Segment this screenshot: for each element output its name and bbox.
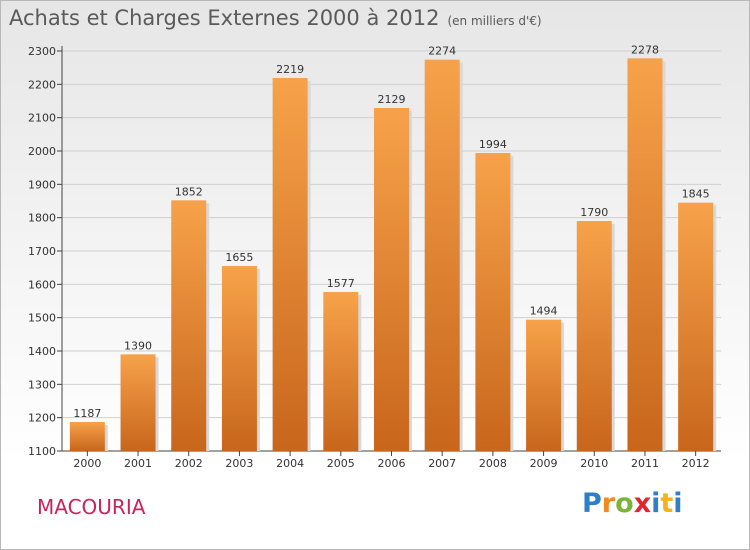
y-tick-label: 1100 — [28, 445, 56, 458]
data-label: 2219 — [276, 63, 304, 76]
x-tick-label: 2002 — [175, 457, 203, 470]
y-tick-label: 1700 — [28, 245, 56, 258]
data-label: 2274 — [428, 45, 456, 58]
bar — [627, 58, 663, 451]
bar — [120, 354, 156, 451]
y-tick-label: 2000 — [28, 145, 56, 158]
x-tick-label: 2005 — [327, 457, 355, 470]
data-label: 1390 — [124, 339, 152, 352]
y-tick-label: 1500 — [28, 312, 56, 325]
logo-letter: P — [582, 488, 602, 519]
bar — [374, 108, 409, 451]
y-tick-label: 2200 — [28, 78, 56, 91]
x-tick-label: 2001 — [124, 457, 152, 470]
bar — [221, 266, 257, 451]
x-tick-label: 2007 — [428, 457, 456, 470]
y-tick-label: 1900 — [28, 178, 56, 191]
data-label: 2129 — [378, 93, 406, 106]
x-tick-label: 2011 — [631, 457, 659, 470]
chart-title-text: Achats et Charges Externes 2000 à 2012 — [9, 6, 440, 30]
y-tick-label: 1300 — [28, 378, 56, 391]
bar — [526, 319, 562, 451]
y-tick-label: 1600 — [28, 278, 56, 291]
x-tick-label: 2010 — [580, 457, 608, 470]
data-label: 1852 — [175, 185, 203, 198]
city-name: MACOURIA — [37, 495, 146, 519]
y-tick-label: 1400 — [28, 345, 56, 358]
x-tick-label: 2009 — [530, 457, 558, 470]
bar — [576, 221, 612, 451]
y-tick-label: 2300 — [28, 45, 56, 58]
bar — [678, 202, 714, 451]
data-label: 1845 — [682, 188, 710, 201]
data-label: 1790 — [580, 206, 608, 219]
x-tick-label: 2008 — [479, 457, 507, 470]
x-tick-label: 2000 — [73, 457, 101, 470]
logo-letter: x — [633, 488, 652, 519]
y-tick-label: 1800 — [28, 212, 56, 225]
logo-letter: i — [673, 488, 683, 519]
logo-letter: r — [601, 488, 616, 519]
bar — [69, 422, 105, 451]
x-tick-label: 2006 — [378, 457, 406, 470]
bar — [323, 292, 359, 451]
y-tick-label: 2100 — [28, 112, 56, 125]
data-label: 1494 — [530, 305, 558, 318]
logo-letter: t — [660, 488, 674, 519]
x-tick-label: 2012 — [682, 457, 710, 470]
y-tick-label: 1200 — [28, 412, 56, 425]
data-label: 1187 — [73, 407, 101, 420]
x-tick-label: 2003 — [225, 457, 253, 470]
data-label: 1994 — [479, 138, 507, 151]
bar — [171, 200, 207, 451]
logo-letter: o — [615, 488, 634, 519]
chart-title: Achats et Charges Externes 2000 à 2012 (e… — [9, 6, 542, 30]
proxiti-logo: Proxiti — [582, 488, 683, 519]
bar — [424, 59, 460, 452]
bar — [475, 153, 511, 451]
bar — [272, 78, 308, 451]
data-label: 1655 — [225, 251, 253, 264]
x-tick-label: 2004 — [276, 457, 304, 470]
logo-letter: i — [651, 488, 661, 519]
chart-subtitle: (en milliers d'€) — [447, 14, 542, 28]
data-label: 2278 — [631, 43, 659, 56]
data-label: 1577 — [327, 277, 355, 290]
